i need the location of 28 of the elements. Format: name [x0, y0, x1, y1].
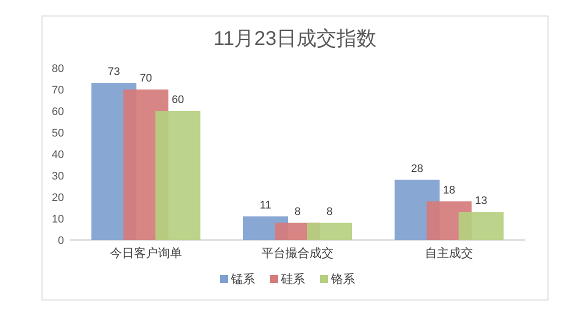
legend-label: 锰系 [230, 272, 255, 286]
y-tick-label: 20 [52, 192, 64, 204]
y-tick-label: 0 [58, 235, 64, 247]
legend-label: 铬系 [330, 272, 355, 286]
y-tick-label: 40 [52, 149, 64, 161]
y-tick-label: 10 [52, 214, 64, 226]
data-label: 73 [108, 66, 120, 78]
bar [155, 111, 200, 240]
title: 11月23日成交指数 [214, 28, 376, 50]
data-label: 70 [140, 72, 152, 84]
legend-label: 硅系 [280, 272, 305, 286]
data-label: 8 [294, 206, 301, 218]
data-label: 11 [260, 199, 272, 212]
y-tick-label: 50 [52, 128, 64, 140]
data-label: 18 [443, 184, 456, 196]
data-label: 8 [326, 206, 333, 218]
y-tick-label: 80 [52, 63, 64, 75]
y-tick-label: 70 [52, 84, 64, 96]
y-tick-label: 60 [52, 106, 64, 118]
bar [307, 222, 352, 240]
bar [458, 212, 504, 240]
y-tick-label: 30 [52, 170, 64, 182]
x-tick-label: 平台撮合成交 [262, 246, 334, 260]
data-label: 60 [172, 94, 184, 106]
x-tick-label: 今日客户询单 [110, 246, 182, 260]
x-tick-label: 自主成交 [425, 246, 474, 260]
data-label: 13 [475, 195, 488, 208]
data-label: 28 [411, 162, 424, 175]
